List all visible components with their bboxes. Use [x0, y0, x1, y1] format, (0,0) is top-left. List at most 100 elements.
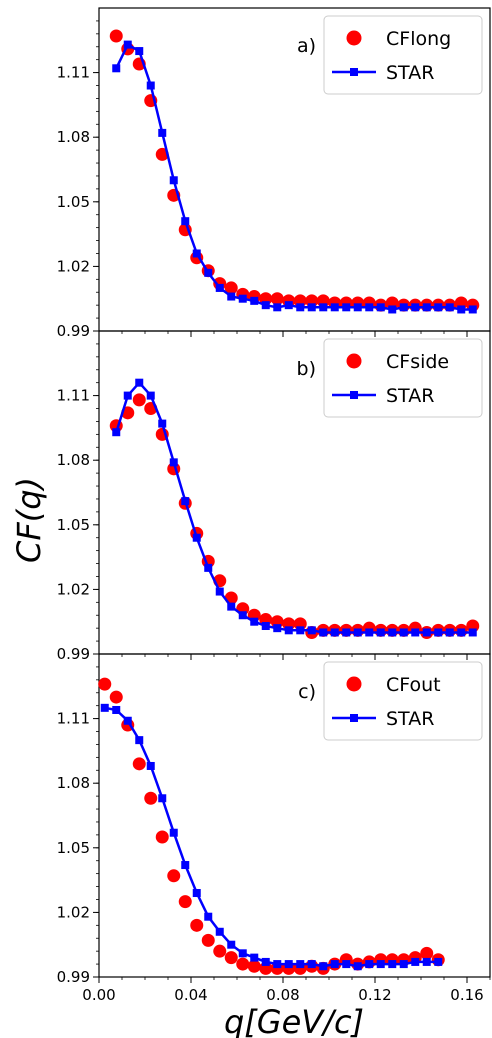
legend-marker-circle	[346, 30, 362, 46]
data-point-star	[158, 794, 167, 803]
data-point-star	[296, 960, 305, 969]
data-point-star	[445, 628, 454, 637]
data-point-cfout	[224, 951, 238, 965]
legend-marker-square	[350, 68, 358, 76]
legend: CFlong STAR	[323, 15, 483, 95]
y-tick-label: 0.99	[57, 322, 90, 340]
y-tick-label: 0.99	[57, 968, 90, 986]
data-point-cflong	[109, 29, 123, 43]
x-tick-label: 0.16	[450, 986, 483, 1004]
data-point-star	[342, 303, 351, 312]
plot-frame	[98, 653, 491, 978]
data-point-star	[215, 587, 224, 596]
data-point-star	[238, 294, 247, 303]
y-tick-label: 1.05	[57, 516, 90, 534]
data-point-star	[296, 626, 305, 635]
y-tick-label: 1.05	[57, 193, 90, 211]
data-point-star	[112, 64, 121, 73]
data-point-star	[261, 301, 270, 310]
data-point-star	[342, 628, 351, 637]
legend: CFside STAR	[323, 338, 483, 418]
legend-label: CFlong	[386, 28, 451, 50]
data-point-cfout	[190, 918, 204, 932]
data-point-star	[284, 626, 293, 635]
data-point-star	[215, 283, 224, 292]
data-point-star	[399, 628, 408, 637]
data-point-star	[445, 303, 454, 312]
data-point-star	[353, 303, 362, 312]
data-point-star	[319, 962, 328, 971]
data-point-cfout	[144, 791, 158, 805]
legend-marker-circle	[346, 676, 362, 692]
data-point-cfout	[420, 946, 434, 960]
data-point-star	[399, 960, 408, 969]
data-point-star	[388, 305, 397, 314]
data-point-star	[388, 960, 397, 969]
data-point-star	[411, 628, 420, 637]
x-tick-label: 0.12	[358, 986, 391, 1004]
panel-tag: c)	[298, 681, 316, 703]
data-point-star	[192, 249, 201, 258]
data-point-star	[457, 305, 466, 314]
data-point-star	[376, 628, 385, 637]
legend-label: CFout	[386, 674, 441, 696]
data-point-star	[365, 628, 374, 637]
data-point-star	[411, 957, 420, 966]
series-line-star	[104, 706, 439, 968]
data-point-star	[227, 940, 236, 949]
data-point-star	[376, 960, 385, 969]
data-point-star	[227, 292, 236, 301]
data-point-star	[365, 960, 374, 969]
data-point-cfout	[236, 957, 250, 971]
data-point-star	[319, 303, 328, 312]
legend: CFout STAR	[323, 661, 483, 741]
y-tick-label: 1.11	[57, 710, 90, 728]
legend-label: STAR	[386, 385, 434, 407]
data-point-star	[238, 611, 247, 620]
data-point-star	[158, 128, 167, 137]
data-point-star	[330, 960, 339, 969]
data-point-star	[123, 716, 132, 725]
y-axis-label: CF(q)	[10, 477, 48, 563]
y-tick-label: 1.11	[57, 64, 90, 82]
panel-tag: a)	[297, 35, 316, 57]
data-point-star	[158, 419, 167, 428]
data-point-star	[112, 705, 121, 714]
y-tick-label: 1.11	[57, 387, 90, 405]
x-tick-label: 0.04	[174, 986, 207, 1004]
data-point-star	[468, 628, 477, 637]
panel-1: 0.99 1.02 1.05 1.08 1.11 CFlong STAR a)	[57, 7, 491, 340]
data-point-star	[468, 305, 477, 314]
y-tick-label: 1.02	[57, 580, 90, 598]
data-point-star	[135, 47, 144, 56]
data-point-star	[330, 628, 339, 637]
data-point-star	[422, 957, 431, 966]
data-point-star	[204, 268, 213, 277]
panel-2: 0.99 1.02 1.05 1.08 1.11 CFside STAR b)	[57, 330, 491, 663]
data-point-star	[250, 617, 259, 626]
data-point-cfout	[167, 869, 181, 883]
data-point-cflong	[270, 292, 284, 306]
x-tick-label: 0.00	[82, 986, 115, 1004]
data-point-star	[100, 703, 109, 712]
legend-box	[323, 338, 483, 418]
data-point-star	[181, 861, 190, 870]
panel-tag: b)	[297, 358, 316, 380]
data-point-star	[181, 217, 190, 226]
x-axis-label: q[GeV/c]	[224, 1003, 364, 1038]
data-point-star	[146, 391, 155, 400]
data-point-star	[434, 303, 443, 312]
x-tick-label: 0.08	[266, 986, 299, 1004]
y-tick-label: 1.08	[57, 451, 90, 469]
data-point-cfout	[247, 959, 261, 973]
data-point-star	[319, 628, 328, 637]
legend-label: STAR	[386, 708, 434, 730]
data-point-star	[284, 301, 293, 310]
data-point-star	[273, 303, 282, 312]
data-point-cfout	[109, 690, 123, 704]
series-line-star	[115, 380, 473, 634]
data-point-cfout	[98, 677, 112, 691]
data-point-star	[353, 962, 362, 971]
legend-box	[323, 15, 483, 95]
